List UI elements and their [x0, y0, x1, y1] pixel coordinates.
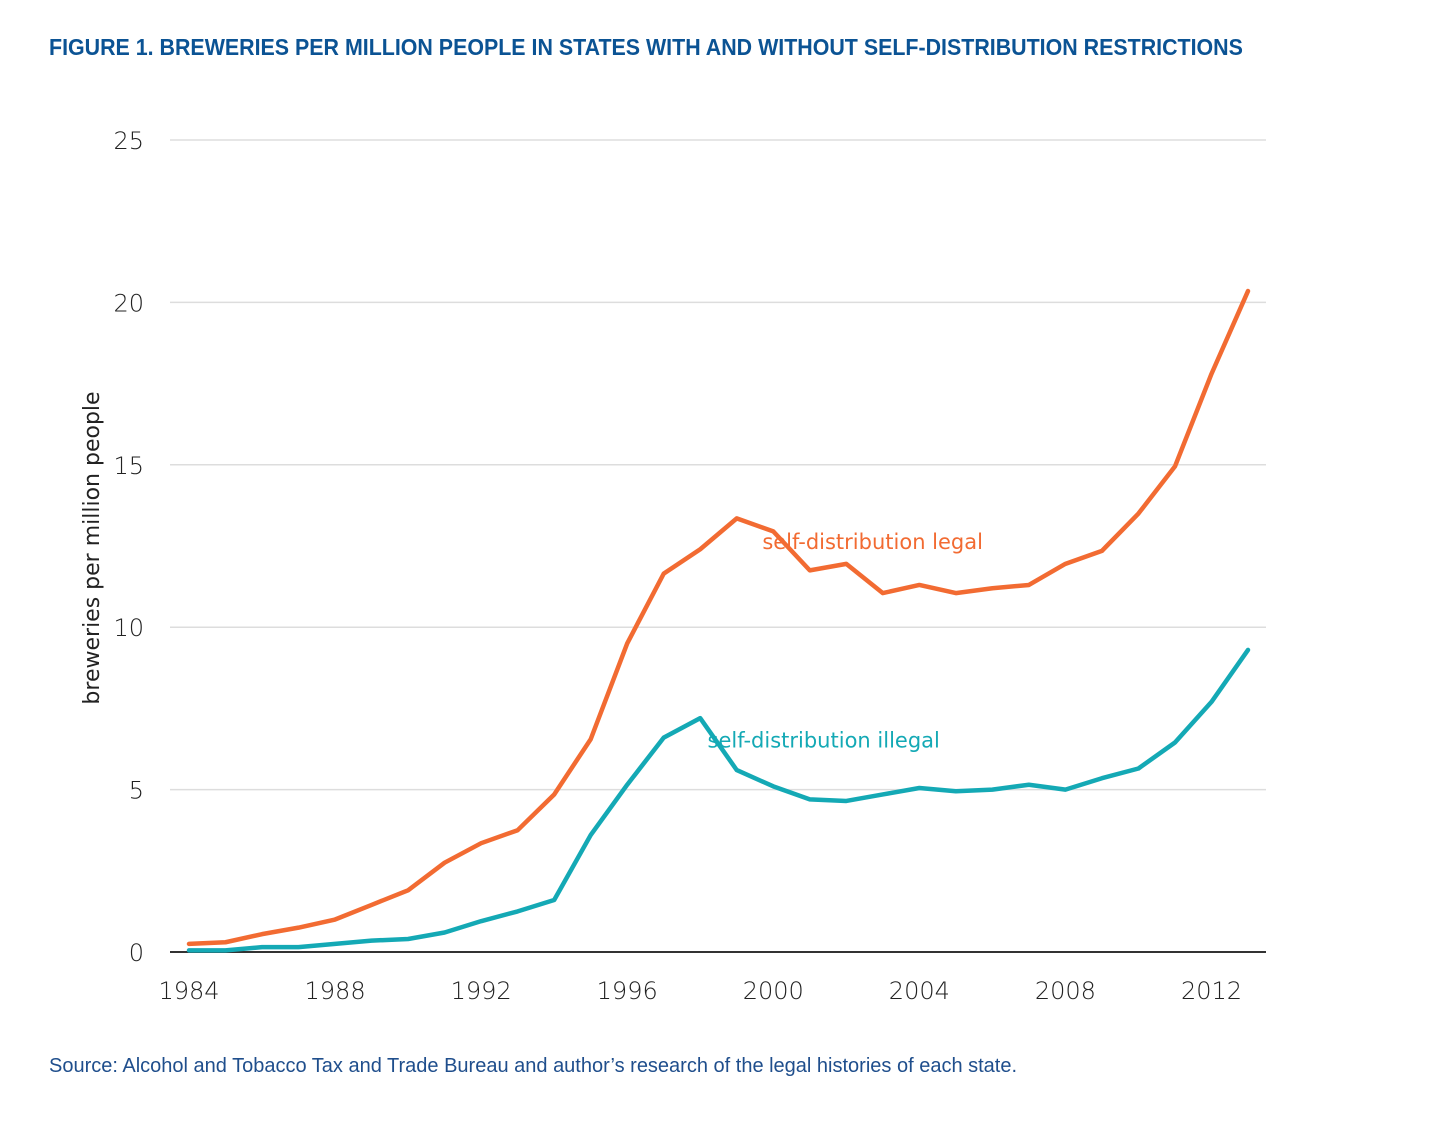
- x-tick-label: 2008: [1035, 977, 1096, 1005]
- series-line-illegal: [186, 647, 1251, 953]
- y-tick-label: 5: [129, 777, 144, 805]
- gridlines: [170, 139, 1266, 791]
- y-tick-label: 25: [113, 127, 144, 155]
- y-axis-ticks: 0 5 10 15 20 25: [113, 127, 144, 967]
- y-tick-label: 20: [113, 289, 144, 317]
- series-label: self-distribution illegal: [708, 728, 940, 752]
- x-tick-label: 2012: [1181, 977, 1242, 1005]
- y-axis-label: breweries per million people: [80, 391, 105, 704]
- x-tick-label: 2004: [889, 977, 950, 1005]
- x-tick-label: 1992: [451, 977, 512, 1005]
- x-tick-label: 1988: [305, 977, 366, 1005]
- series-labels: self-distribution legal self-distribution…: [708, 530, 983, 752]
- series-line-legal: [186, 288, 1251, 947]
- chart-title: FIGURE 1. BREWERIES PER MILLION PEOPLE I…: [49, 34, 1243, 60]
- y-tick-label: 0: [129, 939, 144, 967]
- series-lines: [186, 288, 1251, 953]
- x-tick-label: 1984: [158, 977, 219, 1005]
- x-tick-label: 2000: [743, 977, 804, 1005]
- x-tick-label: 1996: [597, 977, 658, 1005]
- series-label: self-distribution legal: [762, 530, 983, 554]
- y-tick-label: 10: [113, 614, 144, 642]
- source-note: Source: Alcohol and Tobacco Tax and Trad…: [49, 1055, 1018, 1077]
- x-axis-ticks: 1984 1988 1992 1996 2000 2004 2008 2012: [158, 977, 1242, 1005]
- y-tick-label: 15: [113, 452, 144, 480]
